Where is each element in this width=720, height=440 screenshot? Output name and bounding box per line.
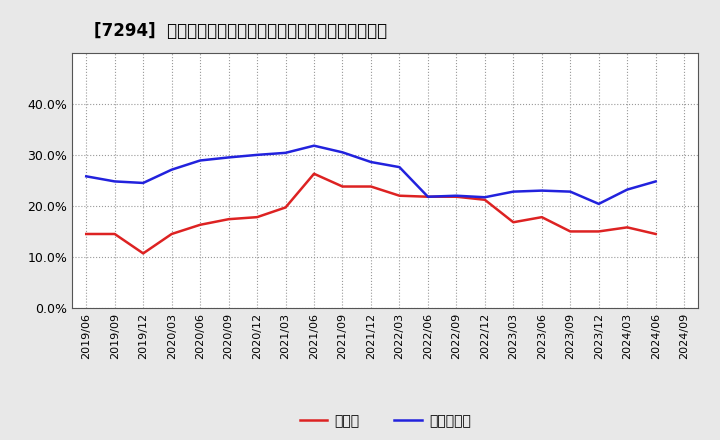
現預金: [338, 184, 347, 189]
Line: 現預金: 現預金: [86, 174, 656, 253]
Text: [7294]  現預金、有利子負債の総資産に対する比率の推移: [7294] 現預金、有利子負債の総資産に対する比率の推移: [94, 22, 387, 40]
有利子負債: [595, 201, 603, 206]
Legend: 現預金, 有利子負債: 現預金, 有利子負債: [294, 409, 477, 434]
有利子負債: [82, 174, 91, 179]
有利子負債: [110, 179, 119, 184]
有利子負債: [537, 188, 546, 193]
現預金: [480, 197, 489, 202]
有利子負債: [566, 189, 575, 194]
有利子負債: [253, 152, 261, 158]
現預金: [167, 231, 176, 237]
有利子負債: [139, 180, 148, 186]
有利子負債: [423, 194, 432, 199]
有利子負債: [282, 150, 290, 155]
現預金: [509, 220, 518, 225]
現預金: [310, 171, 318, 176]
現預金: [282, 205, 290, 210]
有利子負債: [310, 143, 318, 148]
Line: 有利子負債: 有利子負債: [86, 146, 656, 204]
有利子負債: [480, 194, 489, 200]
現預金: [82, 231, 91, 237]
有利子負債: [225, 155, 233, 160]
現預金: [366, 184, 375, 189]
有利子負債: [167, 167, 176, 172]
現預金: [139, 251, 148, 256]
現預金: [253, 215, 261, 220]
現預金: [225, 216, 233, 222]
現預金: [452, 194, 461, 199]
現預金: [652, 231, 660, 237]
現預金: [196, 222, 204, 227]
有利子負債: [509, 189, 518, 194]
現預金: [566, 229, 575, 234]
有利子負債: [338, 150, 347, 155]
有利子負債: [652, 179, 660, 184]
現預金: [623, 225, 631, 230]
現預金: [395, 193, 404, 198]
現預金: [423, 194, 432, 199]
有利子負債: [452, 193, 461, 198]
有利子負債: [366, 159, 375, 165]
現預金: [537, 215, 546, 220]
有利子負債: [623, 187, 631, 192]
有利子負債: [196, 158, 204, 163]
有利子負債: [395, 165, 404, 170]
現預金: [595, 229, 603, 234]
現預金: [110, 231, 119, 237]
